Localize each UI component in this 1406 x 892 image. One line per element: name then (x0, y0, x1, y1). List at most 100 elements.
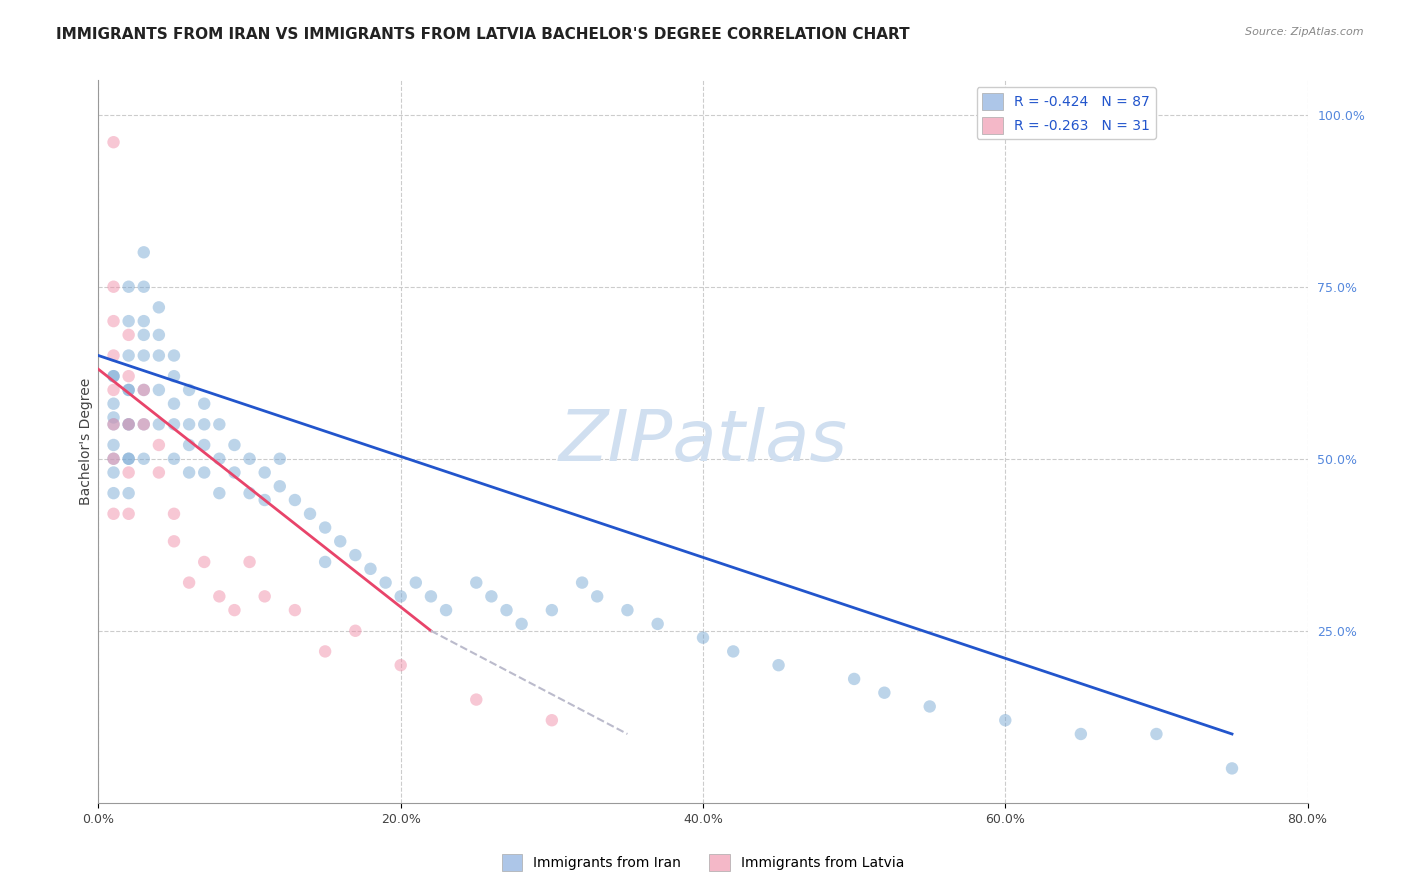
Point (163, 417, 186, 432)
Point (118, 417, 141, 432)
Point (269, 451, 291, 466)
Point (148, 438, 170, 452)
Point (163, 507, 186, 521)
Point (723, 644, 745, 658)
Point (873, 686, 896, 700)
Point (1146, 727, 1168, 741)
Point (224, 438, 246, 452)
Point (314, 555, 336, 569)
Point (510, 616, 533, 631)
Point (420, 590, 443, 604)
Point (844, 672, 866, 686)
Point (616, 603, 638, 617)
Point (1070, 727, 1092, 741)
Point (118, 383, 141, 397)
Point (148, 417, 170, 432)
Point (103, 466, 125, 480)
Point (768, 658, 790, 673)
Point (103, 438, 125, 452)
Point (148, 301, 170, 315)
Point (540, 603, 562, 617)
Point (103, 349, 125, 363)
Point (284, 603, 307, 617)
Point (103, 417, 125, 432)
Point (118, 279, 141, 293)
Point (132, 417, 155, 432)
Point (208, 417, 231, 432)
Point (132, 314, 155, 328)
Point (132, 383, 155, 397)
Point (148, 349, 170, 363)
Point (239, 486, 262, 500)
Point (132, 451, 155, 466)
Point (692, 631, 714, 645)
Point (118, 417, 141, 432)
Point (193, 397, 215, 411)
Point (586, 590, 609, 604)
Point (284, 493, 307, 508)
Point (118, 327, 141, 342)
Legend: R = -0.424   N = 87, R = -0.263   N = 31: R = -0.424 N = 87, R = -0.263 N = 31 (977, 87, 1156, 139)
Point (193, 417, 215, 432)
Point (389, 590, 412, 604)
Point (360, 562, 382, 576)
Point (389, 658, 412, 673)
Point (329, 534, 352, 549)
Point (118, 383, 141, 397)
Point (103, 383, 125, 397)
Point (118, 466, 141, 480)
Point (239, 555, 262, 569)
Point (132, 349, 155, 363)
Point (118, 451, 141, 466)
Point (118, 451, 141, 466)
Point (405, 575, 427, 590)
Point (132, 279, 155, 293)
Point (103, 279, 125, 293)
Legend: Immigrants from Iran, Immigrants from Latvia: Immigrants from Iran, Immigrants from La… (496, 848, 910, 876)
Point (103, 369, 125, 384)
Point (118, 349, 141, 363)
Point (571, 575, 593, 590)
Point (103, 507, 125, 521)
Point (344, 624, 367, 638)
Point (148, 383, 170, 397)
Point (253, 493, 276, 508)
Point (344, 548, 367, 562)
Point (208, 451, 231, 466)
Point (481, 590, 503, 604)
Point (163, 349, 186, 363)
Point (103, 369, 125, 384)
Point (208, 590, 231, 604)
Point (465, 575, 488, 590)
Point (132, 327, 155, 342)
Point (132, 383, 155, 397)
Point (163, 397, 186, 411)
Point (163, 451, 186, 466)
Point (239, 451, 262, 466)
Point (118, 314, 141, 328)
Point (994, 713, 1017, 727)
Point (299, 507, 322, 521)
Point (103, 486, 125, 500)
Point (179, 466, 201, 480)
Point (208, 486, 231, 500)
Point (314, 520, 336, 534)
Point (314, 644, 336, 658)
Point (540, 713, 562, 727)
Point (495, 603, 517, 617)
Point (118, 507, 141, 521)
Point (193, 438, 215, 452)
Point (103, 417, 125, 432)
Point (374, 575, 396, 590)
Point (163, 534, 186, 549)
Point (179, 417, 201, 432)
Point (132, 245, 155, 260)
Point (269, 479, 291, 493)
Point (179, 575, 201, 590)
Point (103, 135, 125, 149)
Point (918, 699, 941, 714)
Point (103, 451, 125, 466)
Point (193, 555, 215, 569)
Point (193, 466, 215, 480)
Point (465, 692, 488, 706)
